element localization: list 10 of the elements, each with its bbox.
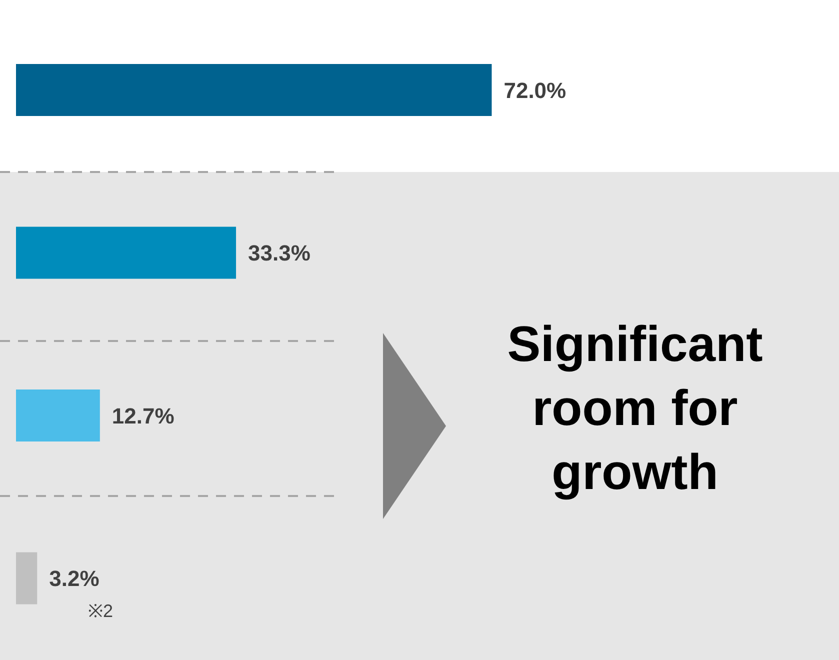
bar — [16, 552, 38, 604]
bar — [16, 226, 236, 279]
data-label: 33.3% — [248, 240, 310, 266]
bar — [16, 390, 100, 442]
data-label: 12.7% — [112, 403, 174, 428]
text: Significant room for growth — [506, 315, 764, 502]
annotation: ※2 — [88, 600, 114, 622]
bar — [16, 64, 492, 116]
data-label: 3.2% — [49, 566, 100, 592]
data-label: 72.0% — [504, 78, 566, 103]
